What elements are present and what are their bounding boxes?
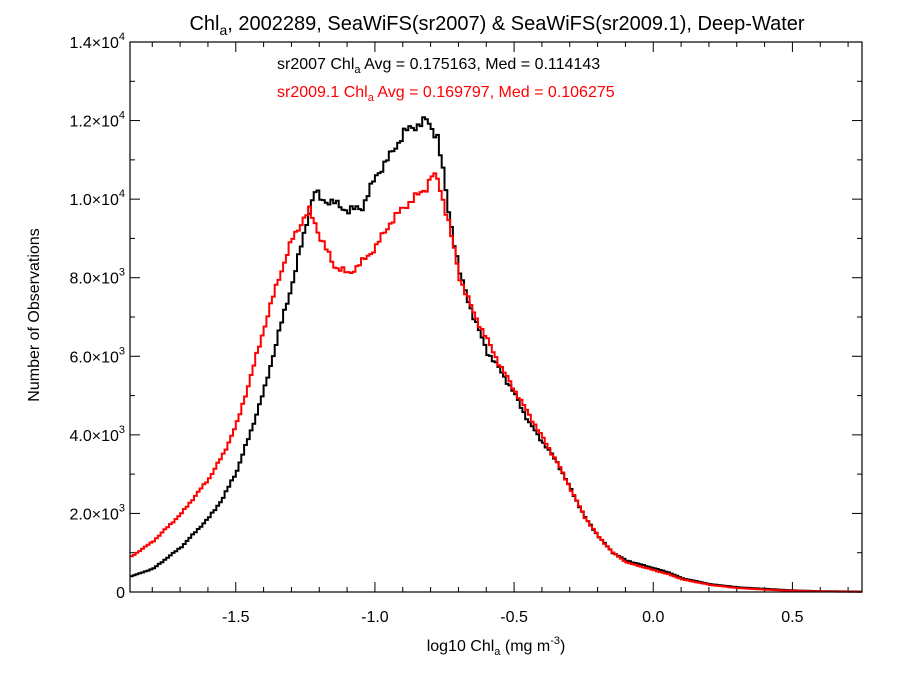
x-tick-label: -1.5 bbox=[222, 609, 250, 626]
chart-title-prefix: Chl bbox=[189, 13, 219, 35]
y-tick-label: 4.0×103 bbox=[69, 424, 125, 445]
x-tick-label: 0.0 bbox=[642, 609, 664, 626]
chart-title-subscript: a bbox=[219, 22, 227, 38]
y-tick-label: 1.0×104 bbox=[69, 188, 125, 209]
x-axis-label-subscript: a bbox=[494, 646, 501, 658]
annotation-sr2009: sr2009.1 Chla Avg = 0.169797, Med = 0.10… bbox=[277, 84, 615, 104]
axis-ticks: -1.5 -1.0 -0.5 0.0 0.5 0 2.0×103 4.0×103 6.0×103… bbox=[69, 31, 862, 626]
annotation-sr2009-suffix: Avg = 0.169797, Med = 0.106275 bbox=[374, 84, 615, 101]
y-axis-label: Number of Observations bbox=[26, 228, 43, 401]
y-tick-label: 0 bbox=[116, 585, 125, 602]
y-tick-label: 8.0×103 bbox=[69, 267, 125, 288]
x-axis-label: log10 Chla (mg m-3) bbox=[427, 635, 566, 658]
series-line-sr2007 bbox=[130, 116, 862, 593]
annotation-sr2009-subscript: a bbox=[368, 92, 375, 104]
series-layer bbox=[130, 116, 862, 593]
annotation-sr2009-prefix: sr2009.1 Chl bbox=[277, 84, 368, 101]
x-axis-label-superscript: -3 bbox=[550, 635, 560, 647]
chart-title: Chla, 2002289, SeaWiFS(sr2007) & SeaWiFS… bbox=[189, 13, 804, 38]
plot-frame bbox=[129, 41, 863, 593]
annotation-sr2007: sr2007 Chla Avg = 0.175163, Med = 0.1141… bbox=[277, 56, 600, 76]
series-line-sr2009 bbox=[130, 172, 862, 593]
x-axis-label-prefix: log10 Chl bbox=[427, 638, 495, 655]
chart-title-suffix: , 2002289, SeaWiFS(sr2007) & SeaWiFS(sr2… bbox=[227, 13, 805, 35]
x-tick-label: -0.5 bbox=[500, 609, 528, 626]
annotation-sr2007-suffix: Avg = 0.175163, Med = 0.114143 bbox=[361, 56, 601, 73]
annotation-sr2007-prefix: sr2007 Chl bbox=[277, 56, 354, 73]
y-tick-label: 1.2×104 bbox=[69, 110, 125, 131]
x-axis-label-suffix: ) bbox=[560, 638, 565, 655]
x-tick-label: -1.0 bbox=[361, 609, 389, 626]
y-tick-label: 2.0×103 bbox=[69, 502, 125, 523]
x-axis-label-middle: (mg m bbox=[500, 638, 550, 655]
x-tick-label: 0.5 bbox=[781, 609, 803, 626]
y-tick-label: 1.4×104 bbox=[69, 31, 125, 52]
y-tick-label: 6.0×103 bbox=[69, 345, 125, 366]
annotation-sr2007-subscript: a bbox=[354, 64, 361, 76]
